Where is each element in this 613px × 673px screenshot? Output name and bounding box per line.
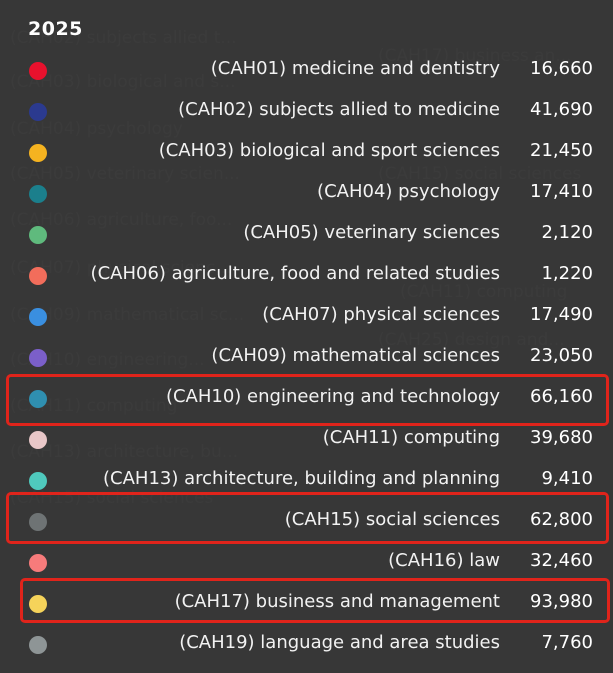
series-label: (CAH03) biological and sport sciences (158, 140, 500, 161)
series-value: 1,220 (541, 263, 593, 284)
series-color-dot-icon (29, 513, 47, 531)
series-color-dot-icon (29, 185, 47, 203)
tooltip-row: (CAH13) architecture, building and plann… (0, 460, 613, 501)
series-value: 93,980 (530, 591, 593, 612)
series-value: 2,120 (541, 222, 593, 243)
series-color-dot-icon (29, 431, 47, 449)
series-color-dot-icon (29, 267, 47, 285)
series-value: 16,660 (530, 58, 593, 79)
series-label: (CAH17) business and management (174, 591, 500, 612)
tooltip-year: 2025 (28, 18, 83, 40)
series-color-dot-icon (29, 103, 47, 121)
series-value: 66,160 (530, 386, 593, 407)
series-label: (CAH06) agriculture, food and related st… (90, 263, 500, 284)
series-value: 21,450 (530, 140, 593, 161)
tooltip-row: (CAH01) medicine and dentistry 16,660 (0, 50, 613, 91)
tooltip-row: (CAH16) law 32,460 (0, 542, 613, 583)
series-value: 17,410 (530, 181, 593, 202)
series-color-dot-icon (29, 308, 47, 326)
series-color-dot-icon (29, 62, 47, 80)
tooltip-row: (CAH10) engineering and technology 66,160 (0, 374, 613, 426)
series-color-dot-icon (29, 636, 47, 654)
series-color-dot-icon (29, 554, 47, 572)
tooltip-row: (CAH03) biological and sport sciences 21,… (0, 132, 613, 173)
series-label: (CAH11) computing (322, 427, 500, 448)
tooltip-row: (CAH19) language and area studies 7,760 (0, 624, 613, 665)
series-label: (CAH15) social sciences (284, 509, 500, 530)
series-value: 17,490 (530, 304, 593, 325)
series-label: (CAH07) physical sciences (262, 304, 500, 325)
series-label: (CAH19) language and area studies (179, 632, 500, 653)
highlight-box (6, 492, 609, 544)
series-color-dot-icon (29, 349, 47, 367)
series-label: (CAH16) law (388, 550, 500, 571)
tooltip-row: (CAH11) computing 39,680 (0, 419, 613, 460)
series-value: 39,680 (530, 427, 593, 448)
tooltip-row: (CAH07) physical sciences 17,490 (0, 296, 613, 337)
series-value: 41,690 (530, 99, 593, 120)
series-value: 23,050 (530, 345, 593, 366)
series-label: (CAH01) medicine and dentistry (210, 58, 500, 79)
series-label: (CAH09) mathematical sciences (211, 345, 500, 366)
series-value: 32,460 (530, 550, 593, 571)
series-value: 7,760 (541, 632, 593, 653)
series-color-dot-icon (29, 472, 47, 490)
tooltip-row: (CAH15) social sciences 62,800 (0, 492, 613, 544)
tooltip-row: (CAH04) psychology 17,410 (0, 173, 613, 214)
tooltip-row: (CAH17) business and management 93,980 (0, 578, 613, 624)
series-label: (CAH05) veterinary sciences (243, 222, 500, 243)
series-label: (CAH10) engineering and technology (165, 386, 500, 407)
series-color-dot-icon (29, 144, 47, 162)
tooltip-row: (CAH09) mathematical sciences 23,050 (0, 337, 613, 378)
highlight-box (6, 374, 609, 426)
tooltip-rows: (CAH01) medicine and dentistry 16,660 (CAH… (0, 50, 613, 665)
series-value: 62,800 (530, 509, 593, 530)
series-label: (CAH04) psychology (317, 181, 500, 202)
highlight-box (20, 578, 610, 623)
series-label: (CAH13) architecture, building and plann… (103, 468, 500, 489)
series-label: (CAH02) subjects allied to medicine (178, 99, 500, 120)
series-color-dot-icon (29, 595, 47, 613)
series-color-dot-icon (29, 390, 47, 408)
series-value: 9,410 (541, 468, 593, 489)
tooltip-row: (CAH02) subjects allied to medicine 41,69… (0, 91, 613, 132)
series-color-dot-icon (29, 226, 47, 244)
tooltip-row: (CAH06) agriculture, food and related st… (0, 255, 613, 296)
tooltip-row: (CAH05) veterinary sciences 2,120 (0, 214, 613, 255)
